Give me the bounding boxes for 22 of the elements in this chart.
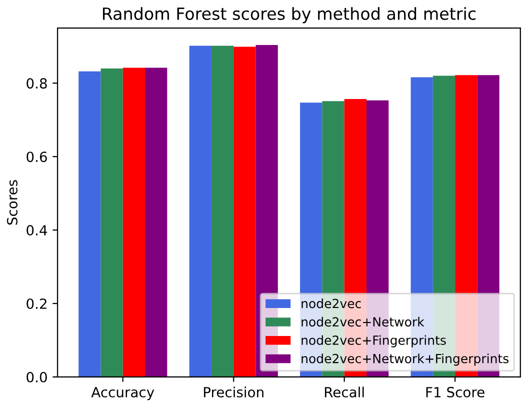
bar [100,68,123,377]
bar [211,46,234,377]
y-tick-label: 0.8 [26,78,47,89]
legend-label: node2vec [302,298,361,308]
bar [189,46,212,377]
x-tick-label: F1 Score [426,386,484,398]
chart-title: Random Forest scores by method and metric [102,7,476,24]
legend-label: node2vec+Fingerprints [302,335,446,348]
bar [78,71,101,377]
legend-label: node2vec+Network [302,316,424,327]
bar [234,46,256,377]
y-tick-label: 0.2 [26,298,46,309]
y-tick-label: 0.4 [26,225,48,236]
y-tick-label: 0.6 [26,152,47,162]
bar [122,68,146,377]
x-tick-label: Recall [324,386,364,398]
y-tick-label: 0.0 [26,372,47,382]
x-tick-label: Accuracy [91,387,154,400]
bar [145,68,168,377]
legend-label: node2vec+Network+Fingerprints [302,354,509,366]
x-tick-label: Precision [204,386,264,398]
y-axis-title: Scores [6,180,18,225]
